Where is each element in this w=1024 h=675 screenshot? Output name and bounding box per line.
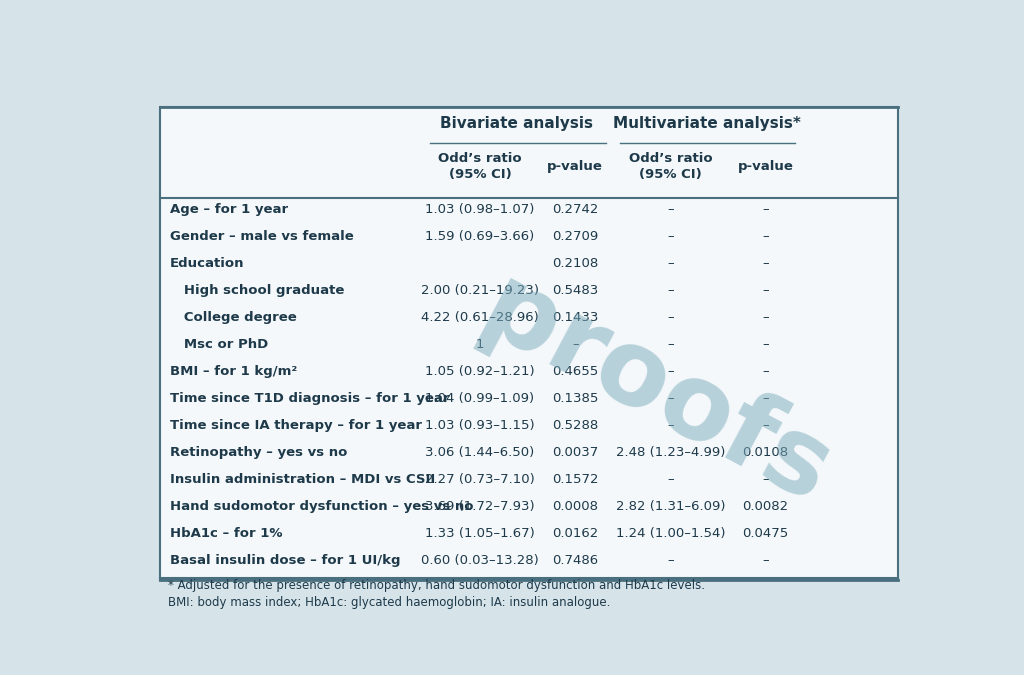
Text: –: – [668, 203, 674, 216]
Text: –: – [763, 365, 769, 378]
Text: 2.00 (0.21–19.23): 2.00 (0.21–19.23) [421, 284, 539, 297]
Text: –: – [763, 257, 769, 270]
Text: 0.0037: 0.0037 [552, 446, 598, 459]
Text: –: – [668, 257, 674, 270]
Text: College degree: College degree [170, 311, 297, 324]
FancyBboxPatch shape [160, 107, 898, 580]
Text: High school graduate: High school graduate [170, 284, 344, 297]
Text: Age – for 1 year: Age – for 1 year [170, 203, 288, 216]
Text: 0.1572: 0.1572 [552, 473, 598, 486]
Text: Odd’s ratio
(95% CI): Odd’s ratio (95% CI) [629, 152, 713, 181]
Text: Hand sudomotor dysfunction – yes vs no: Hand sudomotor dysfunction – yes vs no [170, 500, 473, 513]
Text: 2.82 (1.31–6.09): 2.82 (1.31–6.09) [615, 500, 725, 513]
Text: BMI – for 1 kg/m²: BMI – for 1 kg/m² [170, 365, 297, 378]
Text: Odd’s ratio
(95% CI): Odd’s ratio (95% CI) [438, 152, 522, 181]
Text: 0.1385: 0.1385 [552, 392, 598, 405]
Text: 0.60 (0.03–13.28): 0.60 (0.03–13.28) [421, 554, 539, 567]
Text: Bivariate analysis: Bivariate analysis [440, 116, 594, 132]
Text: HbA1c – for 1%: HbA1c – for 1% [170, 527, 283, 540]
Text: 1.33 (1.05–1.67): 1.33 (1.05–1.67) [425, 527, 535, 540]
Text: 3.69 (1.72–7.93): 3.69 (1.72–7.93) [425, 500, 535, 513]
Text: –: – [668, 554, 674, 567]
Text: 0.2709: 0.2709 [552, 230, 598, 243]
Text: 0.2108: 0.2108 [552, 257, 598, 270]
Text: 1: 1 [476, 338, 484, 351]
Text: –: – [668, 338, 674, 351]
Text: Education: Education [170, 257, 245, 270]
Text: 1.05 (0.92–1.21): 1.05 (0.92–1.21) [425, 365, 535, 378]
Text: 1.03 (0.98–1.07): 1.03 (0.98–1.07) [425, 203, 535, 216]
Text: 1.03 (0.93–1.15): 1.03 (0.93–1.15) [425, 419, 535, 432]
Text: 0.4655: 0.4655 [552, 365, 598, 378]
Text: p-value: p-value [737, 160, 794, 173]
Text: p-value: p-value [547, 160, 603, 173]
Text: 4.22 (0.61–28.96): 4.22 (0.61–28.96) [421, 311, 539, 324]
Text: Retinopathy – yes vs no: Retinopathy – yes vs no [170, 446, 347, 459]
Text: 0.0162: 0.0162 [552, 527, 598, 540]
Text: 2.27 (0.73–7.10): 2.27 (0.73–7.10) [425, 473, 535, 486]
Text: * Adjusted for the presence of retinopathy, hand sudomotor dysfunction and HbA1c: * Adjusted for the presence of retinopat… [168, 579, 705, 592]
Text: Gender – male vs female: Gender – male vs female [170, 230, 354, 243]
Text: Basal insulin dose – for 1 UI/kg: Basal insulin dose – for 1 UI/kg [170, 554, 400, 567]
Text: –: – [668, 392, 674, 405]
Text: Insulin administration – MDI vs CSII: Insulin administration – MDI vs CSII [170, 473, 435, 486]
Text: 0.5483: 0.5483 [552, 284, 598, 297]
Text: –: – [763, 473, 769, 486]
Text: 1.24 (1.00–1.54): 1.24 (1.00–1.54) [615, 527, 725, 540]
Text: 0.0008: 0.0008 [552, 500, 598, 513]
Text: BMI: body mass index; HbA1c: glycated haemoglobin; IA: insulin analogue.: BMI: body mass index; HbA1c: glycated ha… [168, 596, 610, 609]
Text: 0.0108: 0.0108 [742, 446, 788, 459]
Text: –: – [668, 473, 674, 486]
Text: 0.0475: 0.0475 [742, 527, 788, 540]
Text: –: – [763, 338, 769, 351]
Text: –: – [668, 311, 674, 324]
Text: –: – [763, 230, 769, 243]
Text: 3.06 (1.44–6.50): 3.06 (1.44–6.50) [425, 446, 535, 459]
Text: –: – [763, 203, 769, 216]
Text: 0.5288: 0.5288 [552, 419, 598, 432]
Text: 2.48 (1.23–4.99): 2.48 (1.23–4.99) [615, 446, 725, 459]
Text: 0.1433: 0.1433 [552, 311, 598, 324]
Text: 1.59 (0.69–3.66): 1.59 (0.69–3.66) [425, 230, 535, 243]
Text: 0.0082: 0.0082 [742, 500, 788, 513]
Text: 0.2742: 0.2742 [552, 203, 598, 216]
Text: –: – [668, 284, 674, 297]
Text: –: – [668, 419, 674, 432]
Text: proofs: proofs [464, 259, 848, 527]
Text: –: – [763, 392, 769, 405]
Text: –: – [668, 365, 674, 378]
Text: 1.04 (0.99–1.09): 1.04 (0.99–1.09) [426, 392, 535, 405]
Text: –: – [572, 338, 579, 351]
Text: Multivariate analysis*: Multivariate analysis* [613, 116, 802, 132]
Text: –: – [668, 230, 674, 243]
Text: Msc or PhD: Msc or PhD [170, 338, 268, 351]
Text: –: – [763, 311, 769, 324]
Text: 0.7486: 0.7486 [552, 554, 598, 567]
Text: –: – [763, 419, 769, 432]
Text: –: – [763, 554, 769, 567]
Text: Time since IA therapy – for 1 year: Time since IA therapy – for 1 year [170, 419, 422, 432]
Text: –: – [763, 284, 769, 297]
Text: Time since T1D diagnosis – for 1 year: Time since T1D diagnosis – for 1 year [170, 392, 450, 405]
